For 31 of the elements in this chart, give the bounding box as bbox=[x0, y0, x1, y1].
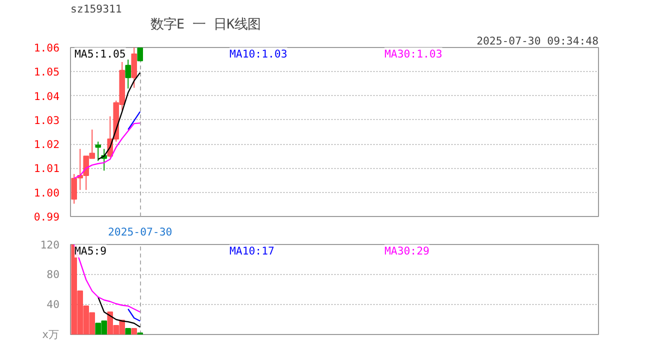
text: MA10:17 bbox=[230, 244, 274, 258]
y-tick-label: 1.02 bbox=[34, 138, 60, 152]
text: MA30:1.03 bbox=[384, 48, 442, 60]
series-label: MA5:1.05 bbox=[74, 48, 126, 60]
y-tick-label: 40 bbox=[46, 298, 60, 311]
candlestick bbox=[131, 48, 137, 88]
y-tick-label: 1.00 bbox=[34, 186, 60, 200]
candlestick bbox=[95, 141, 101, 162]
y-tick-label: 1.04 bbox=[34, 90, 60, 103]
y-tick-label: 1.03 bbox=[34, 114, 60, 127]
y-tick-label: 1.06 bbox=[34, 42, 60, 54]
text: MA30:29 bbox=[384, 244, 430, 258]
y-tick-label: 1.01 bbox=[34, 162, 60, 176]
candlestick bbox=[137, 48, 143, 62]
line-series bbox=[98, 296, 141, 328]
text: MA5:9 bbox=[74, 244, 107, 258]
y-tick-label: 0.99 bbox=[34, 210, 60, 224]
line-series bbox=[74, 244, 141, 313]
y-tick-label: 80 bbox=[46, 268, 60, 281]
chart-subtitle: sz159311 bbox=[70, 2, 122, 16]
bar bbox=[131, 328, 137, 334]
text: MA10:1.03 bbox=[230, 48, 288, 60]
y-tick-label: x万 bbox=[42, 328, 60, 341]
y-tick-label: 1.05 bbox=[34, 66, 60, 79]
y-tick-label: 120 bbox=[40, 238, 60, 252]
x-tick-label: 2025-07-30 bbox=[108, 226, 172, 238]
candlestick bbox=[125, 59, 131, 90]
text: 2025-07-30 09:34:48 bbox=[476, 34, 599, 48]
bar bbox=[125, 328, 131, 334]
line-series bbox=[98, 72, 141, 160]
text: 数字E 一 日K线图 bbox=[150, 16, 261, 32]
